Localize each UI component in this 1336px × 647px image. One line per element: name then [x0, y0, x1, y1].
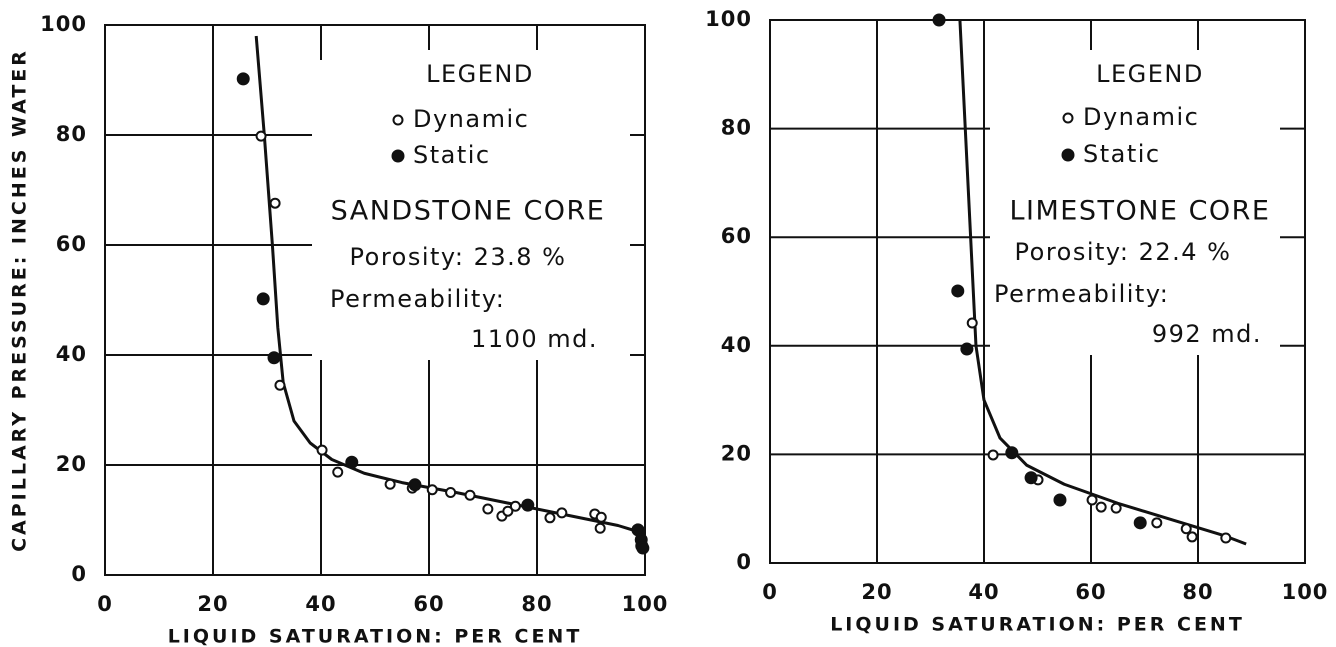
annotation: 992 md.: [1152, 320, 1262, 348]
x-axis-label: LIQUID SATURATION: PER CENT: [830, 614, 1245, 636]
annotation: Permeability:: [330, 285, 505, 313]
x-axis-label: LIQUID SATURATION: PER CENT: [168, 626, 583, 647]
y-tick-label: 20: [56, 452, 87, 476]
annotation: Porosity: 23.8 %: [350, 243, 567, 271]
legend-label: Static: [1083, 140, 1161, 168]
data-point: [256, 292, 270, 306]
x-tick-label: 0: [762, 580, 778, 604]
data-point: [1110, 502, 1122, 514]
data-point: [544, 512, 556, 524]
x-tick-label: 60: [1075, 580, 1106, 604]
data-point: [267, 351, 281, 365]
data-point: [1180, 523, 1192, 535]
legend-marker: [1062, 112, 1074, 124]
y-tick-label: 60: [721, 224, 752, 248]
data-point: [1005, 446, 1019, 460]
data-point: [316, 444, 328, 456]
y-tick-label: 0: [736, 550, 752, 574]
data-point: [1024, 471, 1038, 485]
x-tick-label: 100: [622, 592, 669, 616]
data-point: [1095, 501, 1107, 513]
x-tick-label: 0: [97, 592, 113, 616]
y-tick-label: 80: [56, 122, 87, 146]
data-point: [1086, 494, 1098, 506]
data-point: [636, 541, 650, 555]
data-point: [502, 505, 514, 517]
data-point: [1053, 493, 1067, 507]
data-point: [274, 379, 286, 391]
data-point: [509, 500, 521, 512]
data-point: [1186, 531, 1198, 543]
annotation: LIMESTONE CORE: [1009, 196, 1270, 227]
data-point: [951, 284, 965, 298]
x-tick-label: 20: [197, 592, 228, 616]
legend-label: Static: [413, 141, 491, 169]
data-point: [1151, 517, 1163, 529]
annotation: SANDSTONE CORE: [331, 196, 606, 227]
data-point: [482, 503, 494, 515]
x-tick-label: 80: [1182, 580, 1213, 604]
legend-marker: [1061, 148, 1075, 162]
data-point: [236, 72, 250, 86]
legend-title: LEGEND: [426, 60, 534, 88]
legend-backdrop: [1070, 50, 1230, 160]
data-point: [332, 466, 344, 478]
y-tick-label: 80: [721, 116, 752, 140]
y-tick-label: 100: [40, 12, 87, 36]
data-point: [960, 342, 974, 356]
plot-frame: [769, 19, 1306, 564]
data-point: [521, 498, 535, 512]
data-point: [408, 478, 422, 492]
y-tick-label: 60: [56, 232, 87, 256]
y-tick-label: 40: [721, 333, 752, 357]
data-point: [966, 317, 978, 329]
x-tick-label: 80: [521, 592, 552, 616]
y-tick-label: 100: [705, 7, 752, 31]
x-tick-label: 40: [968, 580, 999, 604]
data-point: [445, 487, 457, 498]
data-point: [595, 511, 607, 523]
legend-backdrop: [400, 50, 560, 160]
data-point: [1133, 516, 1147, 530]
data-point: [594, 522, 606, 534]
y-tick-label: 20: [721, 441, 752, 465]
annotation: 1100 md.: [471, 325, 598, 353]
x-tick-label: 60: [413, 592, 444, 616]
y-axis-label: CAPILLARY PRESSURE: INCHES WATER: [9, 48, 31, 552]
data-point: [384, 478, 396, 490]
legend-label: Dynamic: [1083, 103, 1199, 131]
data-point: [932, 13, 946, 27]
annotation: Porosity: 22.4 %: [1015, 238, 1232, 266]
data-point: [987, 449, 999, 461]
legend-title: LEGEND: [1096, 60, 1204, 88]
data-point: [269, 197, 281, 209]
data-point: [556, 507, 568, 519]
data-point: [464, 489, 476, 501]
y-tick-label: 40: [56, 342, 87, 366]
plot-frame: [104, 24, 646, 576]
x-tick-label: 20: [861, 580, 892, 604]
x-tick-label: 40: [305, 592, 336, 616]
legend-marker: [391, 149, 405, 163]
data-point: [255, 130, 267, 142]
x-tick-label: 100: [1282, 580, 1329, 604]
data-point: [1220, 532, 1232, 544]
fit-curve: [254, 35, 646, 536]
legend-label: Dynamic: [413, 105, 529, 133]
data-point: [345, 455, 359, 469]
annotation: Permeability:: [994, 280, 1169, 308]
data-point: [426, 484, 438, 496]
legend-marker: [392, 114, 404, 126]
y-tick-label: 0: [71, 562, 87, 586]
